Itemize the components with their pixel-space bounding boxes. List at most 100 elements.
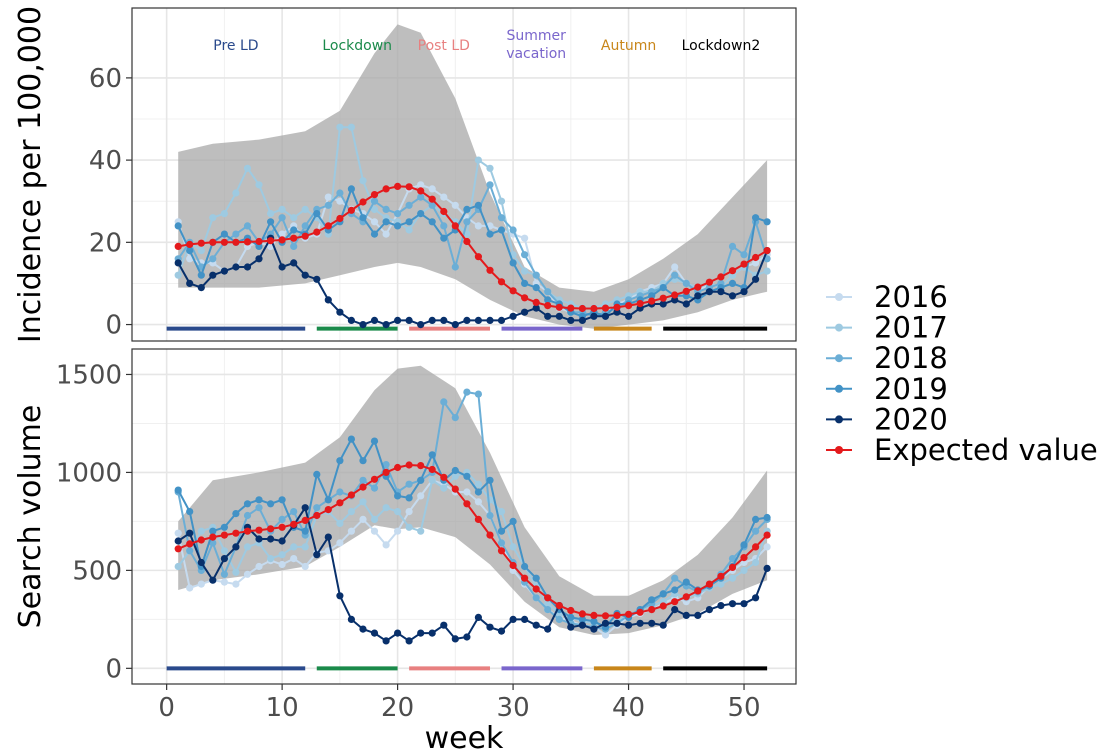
x-tick-label: 20 (381, 693, 414, 723)
data-point (636, 300, 644, 308)
data-point (705, 288, 714, 296)
series-2020 (174, 234, 771, 329)
series-line (177, 436, 768, 629)
data-point (394, 492, 402, 500)
legend-entry: 2020 (826, 402, 948, 436)
data-point (324, 506, 332, 514)
data-point (428, 201, 436, 209)
data-point (220, 547, 228, 555)
data-point (267, 237, 275, 245)
data-point (428, 451, 436, 459)
data-point (567, 623, 575, 631)
data-point (197, 247, 205, 255)
data-point (705, 278, 714, 286)
data-point (209, 238, 217, 246)
data-point (463, 472, 471, 480)
search-volume-panel: 0 500 1000 1500 Search volume 0 10 20 30 40 50 (13, 348, 797, 723)
series-line (177, 390, 768, 631)
data-point (417, 476, 425, 484)
data-point (440, 193, 448, 201)
data-point (659, 590, 667, 598)
data-point (509, 517, 517, 526)
legend-label: 2020 (874, 402, 948, 436)
data-point (370, 515, 379, 524)
data-point (763, 513, 771, 522)
data-point (174, 545, 182, 553)
data-point (567, 613, 575, 622)
data-point (451, 414, 459, 422)
data-point (463, 205, 471, 213)
data-point (209, 271, 217, 279)
data-point (370, 205, 379, 213)
data-point (359, 198, 367, 206)
data-point (278, 515, 286, 524)
data-point (625, 312, 633, 320)
data-point (544, 302, 552, 310)
data-point (740, 554, 748, 562)
data-point (428, 476, 436, 484)
data-point (578, 316, 587, 324)
data-point (659, 294, 667, 302)
data-point (440, 234, 448, 242)
data-point (313, 275, 321, 283)
plot-area (166, 24, 771, 331)
data-point (359, 457, 367, 465)
data-point (255, 181, 263, 189)
data-point (290, 214, 298, 222)
data-point (486, 230, 494, 238)
data-point (370, 484, 379, 492)
data-point (613, 611, 621, 620)
data-point (347, 206, 355, 214)
data-point (417, 629, 425, 637)
data-point (474, 156, 482, 164)
legend-entry: Expected value (826, 433, 1098, 467)
data-point (370, 191, 379, 199)
data-point (197, 239, 205, 247)
data-point (290, 508, 298, 516)
data-point (243, 570, 252, 578)
y-tick-label: 40 (89, 146, 122, 176)
data-point (486, 181, 494, 189)
data-point (370, 230, 379, 238)
data-point (451, 201, 459, 209)
series-2020 (174, 504, 771, 645)
data-point (370, 316, 379, 324)
data-point (382, 205, 390, 213)
data-point (290, 555, 298, 563)
data-point (636, 619, 644, 627)
data-point (313, 511, 321, 520)
data-point (497, 627, 506, 635)
data-point (463, 488, 471, 496)
legend-key-point (835, 446, 843, 454)
data-point (243, 164, 252, 172)
data-point (243, 527, 252, 535)
data-point (405, 494, 413, 502)
data-point (544, 594, 552, 602)
data-point (209, 527, 217, 535)
data-point (486, 164, 494, 172)
data-point (394, 629, 402, 637)
series-line (177, 505, 769, 643)
legend-key-point (835, 293, 843, 301)
plot-area (166, 365, 771, 671)
series-line (177, 479, 768, 637)
data-point (463, 388, 471, 396)
data-point (648, 606, 656, 614)
legend-label: Expected value (874, 433, 1098, 467)
series-line (178, 185, 768, 310)
data-point (752, 543, 760, 551)
data-point (417, 187, 425, 195)
data-point (186, 247, 194, 255)
data-point (394, 316, 402, 324)
data-point (705, 606, 714, 614)
data-point (186, 255, 194, 263)
data-point (486, 266, 494, 274)
data-point (313, 504, 321, 512)
data-point (186, 279, 194, 287)
data-point (474, 253, 482, 261)
data-point (243, 543, 252, 551)
data-point (336, 214, 344, 223)
data-point (197, 536, 205, 544)
data-point (509, 543, 517, 551)
y-tick-label: 20 (89, 228, 122, 258)
